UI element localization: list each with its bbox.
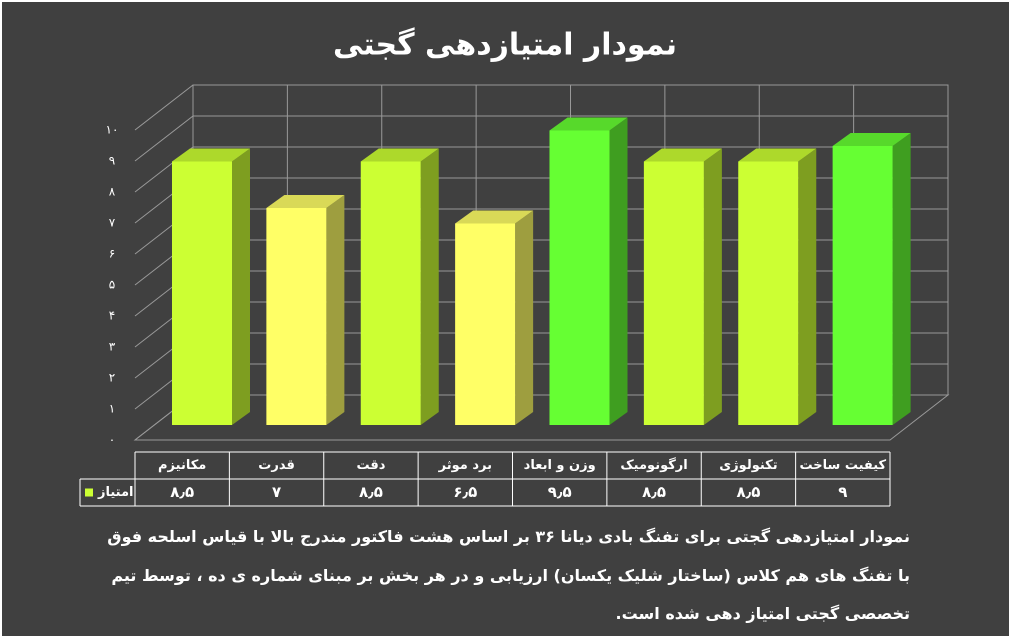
bar-front [266, 208, 327, 425]
bar-side [420, 148, 439, 425]
bar-front [832, 146, 893, 425]
x-tick-label: ارگونومیک [620, 457, 687, 473]
value-label: ۸٫۵ [736, 483, 760, 501]
x-tick-label: قدرت [258, 458, 295, 473]
bar [360, 148, 439, 425]
y-tick-label: ۸ [109, 185, 116, 199]
legend-label: امتیاز [97, 485, 133, 500]
bar-top [360, 148, 439, 162]
value-label: ۷ [272, 483, 281, 501]
bar [549, 117, 628, 425]
y-tick-label: ۹ [109, 154, 115, 168]
bar-side [326, 195, 345, 425]
y-tick-label: ۳ [109, 340, 116, 354]
bar-front [172, 161, 232, 425]
bar-front [738, 161, 799, 425]
bar-side [703, 148, 722, 425]
bar [266, 195, 345, 425]
bar-top [266, 195, 345, 208]
value-label: ۸٫۵ [359, 483, 383, 501]
legend-swatch [85, 488, 93, 497]
y-tick-label: ۴ [109, 309, 115, 323]
bar-side [609, 117, 628, 425]
x-tick-label: مکانیزم [158, 458, 206, 473]
bar-side [892, 133, 911, 425]
x-tick-label: دقت [356, 458, 385, 473]
bar-top [738, 148, 817, 162]
x-tick-label: وزن و ابعاد [524, 458, 596, 473]
caption-line: تخصصی گجتی امتیاز دهی شده است. [615, 604, 910, 623]
y-tick-label: ۱ [109, 402, 115, 416]
chart-title: نمودار امتیازدهی گجتی [333, 27, 677, 63]
value-label: ۶٫۵ [453, 483, 477, 501]
y-tick-label: ۵ [109, 278, 115, 292]
value-label: ۸٫۵ [642, 483, 666, 501]
value-label: ۹٫۵ [548, 483, 572, 501]
x-tick-label: تکنولوژی [719, 458, 777, 473]
bar-front [549, 130, 610, 425]
caption: نمودار امتیازدهی گجتی برای تفنگ بادی دیا… [60, 518, 910, 634]
bar-side [798, 148, 817, 425]
bar-top [643, 148, 722, 162]
bar [172, 148, 250, 425]
y-tick-label: ۲ [109, 371, 115, 385]
bar [643, 148, 722, 425]
caption-line: با تفنگ های هم کلاس (ساختار شلیک یکسان) … [111, 565, 910, 585]
bar-side [515, 210, 534, 425]
bar-side [232, 148, 250, 425]
y-tick-label: ۱۰ [106, 123, 119, 137]
y-tick-label: ۰ [109, 433, 115, 447]
value-label: ۸٫۵ [170, 483, 194, 501]
bar-front [643, 161, 704, 425]
x-tick-label: کیفیت ساخت [800, 458, 887, 473]
bar-top [549, 117, 628, 131]
x-tick-label: برد موثر [438, 458, 492, 473]
caption-line: نمودار امتیازدهی گجتی برای تفنگ بادی دیا… [107, 527, 910, 546]
bar [455, 210, 534, 425]
value-label: ۹ [838, 483, 847, 501]
bar [832, 133, 911, 425]
bar-top [832, 133, 911, 146]
bar-front [455, 223, 516, 425]
bar-top [455, 210, 534, 224]
y-tick-label: ۶ [109, 247, 115, 261]
y-tick-label: ۷ [109, 216, 116, 230]
bar-top [172, 148, 250, 162]
bar-front [360, 161, 421, 425]
bar [738, 148, 817, 425]
